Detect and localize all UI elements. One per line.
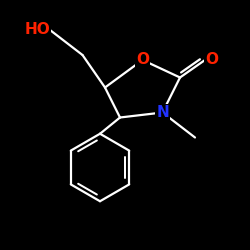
Text: N: N [156,105,169,120]
Text: O: O [136,52,149,68]
Text: HO: HO [24,22,50,38]
Text: O: O [205,52,218,68]
